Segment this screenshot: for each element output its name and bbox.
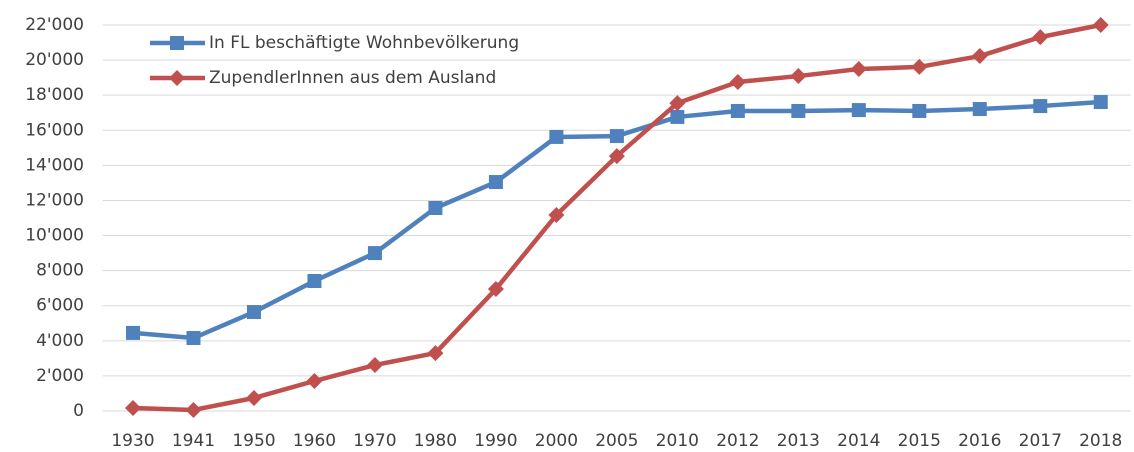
x-tick-label: 2015	[898, 431, 941, 451]
marker	[851, 103, 866, 118]
marker	[791, 103, 806, 118]
marker	[608, 148, 625, 165]
legend-label: In FL beschäftigte Wohnbevölkerung	[209, 33, 519, 53]
marker	[669, 95, 686, 112]
marker	[185, 401, 202, 418]
x-tick-label: 2010	[656, 431, 699, 451]
marker	[1032, 29, 1049, 46]
marker	[428, 200, 443, 215]
y-tick-label: 14'000	[25, 155, 84, 175]
y-tick-label: 8'000	[36, 261, 84, 281]
y-tick-label: 12'000	[25, 190, 84, 210]
x-tick-label: 2016	[958, 431, 1001, 451]
y-tick-label: 10'000	[25, 226, 84, 246]
marker	[125, 325, 140, 340]
marker	[670, 109, 685, 124]
marker	[427, 345, 444, 362]
x-tick-label: 2012	[716, 431, 759, 451]
marker	[790, 68, 807, 85]
x-tick-label: 2014	[837, 431, 880, 451]
marker	[246, 305, 261, 320]
marker	[971, 48, 988, 65]
marker	[548, 207, 565, 224]
marker	[367, 246, 382, 261]
marker	[730, 103, 745, 118]
marker	[366, 357, 383, 374]
marker	[912, 103, 927, 118]
y-tick-label: 2'000	[36, 366, 84, 386]
marker	[549, 129, 564, 144]
y-tick-label: 0	[73, 401, 84, 421]
marker	[1033, 99, 1048, 114]
marker	[1092, 17, 1109, 33]
x-tick-label: 2000	[535, 431, 578, 451]
marker	[911, 58, 928, 75]
x-tick-label: 2018	[1079, 431, 1122, 451]
marker	[245, 390, 262, 407]
marker	[850, 61, 867, 78]
marker	[124, 400, 141, 417]
marker	[972, 102, 987, 117]
marker	[169, 70, 185, 86]
marker	[186, 331, 201, 346]
marker	[729, 74, 746, 91]
marker	[488, 175, 503, 190]
x-tick-label: 1960	[293, 431, 336, 451]
marker	[307, 273, 322, 288]
y-tick-label: 6'000	[36, 296, 84, 316]
x-tick-label: 2013	[777, 431, 820, 451]
y-tick-label: 22'000	[25, 15, 84, 35]
marker	[609, 129, 624, 144]
y-tick-label: 16'000	[25, 120, 84, 140]
x-tick-label: 1941	[172, 431, 215, 451]
x-tick-label: 2017	[1019, 431, 1062, 451]
marker	[487, 281, 504, 298]
y-tick-label: 18'000	[25, 85, 84, 105]
marker	[1093, 95, 1108, 110]
marker	[170, 36, 184, 50]
y-tick-label: 4'000	[36, 331, 84, 351]
x-tick-label: 2005	[595, 431, 638, 451]
legend-label: ZupendlerInnen aus dem Ausland	[209, 68, 496, 88]
x-tick-label: 1970	[353, 431, 396, 451]
x-tick-label: 1990	[474, 431, 517, 451]
marker	[306, 372, 323, 389]
x-tick-label: 1930	[111, 431, 154, 451]
x-tick-label: 1980	[414, 431, 457, 451]
x-tick-label: 1950	[232, 431, 275, 451]
y-tick-label: 20'000	[25, 50, 84, 70]
